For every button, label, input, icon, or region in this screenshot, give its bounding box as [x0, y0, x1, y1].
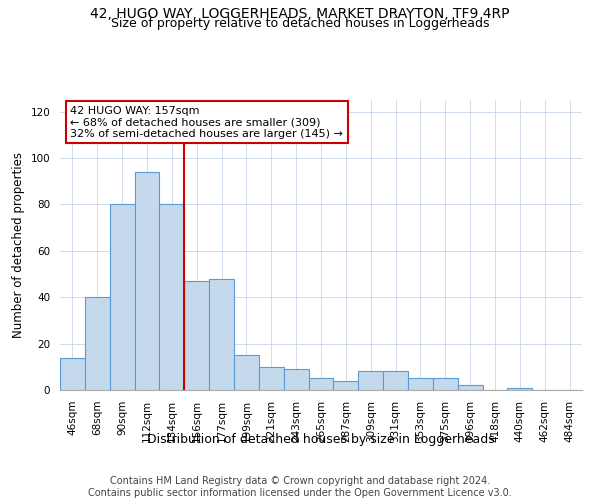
Text: Size of property relative to detached houses in Loggerheads: Size of property relative to detached ho…: [111, 18, 489, 30]
Bar: [508, 388, 532, 390]
Bar: [408, 378, 433, 390]
Bar: [284, 369, 308, 390]
Bar: [383, 372, 408, 390]
Bar: [334, 380, 358, 390]
Bar: [110, 204, 134, 390]
Bar: [60, 358, 85, 390]
Text: 42, HUGO WAY, LOGGERHEADS, MARKET DRAYTON, TF9 4RP: 42, HUGO WAY, LOGGERHEADS, MARKET DRAYTO…: [90, 8, 510, 22]
Text: Distribution of detached houses by size in Loggerheads: Distribution of detached houses by size …: [147, 432, 495, 446]
Bar: [209, 278, 234, 390]
Bar: [259, 367, 284, 390]
Bar: [458, 386, 482, 390]
Bar: [433, 378, 458, 390]
Text: 42 HUGO WAY: 157sqm
← 68% of detached houses are smaller (309)
32% of semi-detac: 42 HUGO WAY: 157sqm ← 68% of detached ho…: [70, 106, 343, 139]
Text: Contains HM Land Registry data © Crown copyright and database right 2024.
Contai: Contains HM Land Registry data © Crown c…: [88, 476, 512, 498]
Bar: [160, 204, 184, 390]
Bar: [184, 281, 209, 390]
Bar: [134, 172, 160, 390]
Bar: [234, 355, 259, 390]
Y-axis label: Number of detached properties: Number of detached properties: [12, 152, 25, 338]
Bar: [358, 372, 383, 390]
Bar: [308, 378, 334, 390]
Bar: [85, 297, 110, 390]
